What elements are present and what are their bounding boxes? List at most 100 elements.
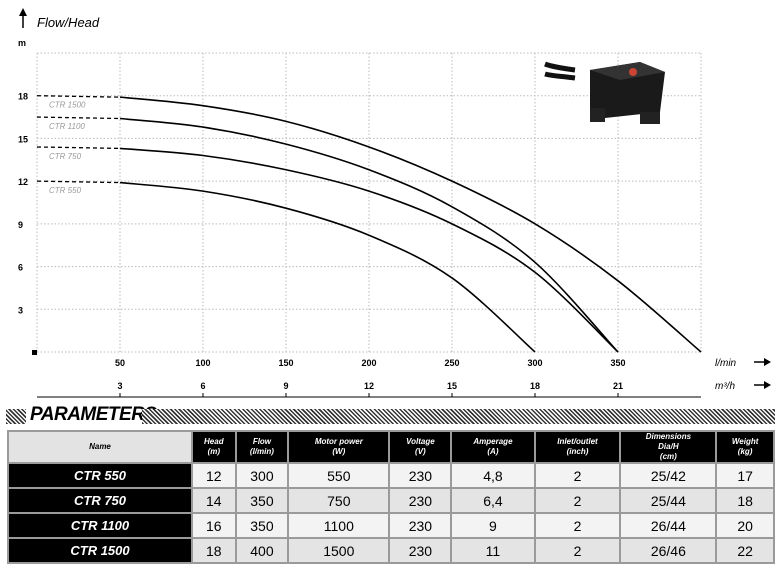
column-header-text: (m): [207, 447, 221, 456]
x2-tick-label: 21: [613, 381, 623, 391]
pump-image-foot: [640, 112, 660, 124]
table-cell: 350: [234, 487, 290, 514]
series-curve-dashed: [36, 146, 121, 150]
series-label: CTR 1500: [49, 101, 86, 110]
column-header: Inlet/outlet (inch): [533, 430, 622, 464]
model-name-cell: CTR 550: [7, 462, 193, 489]
x-tick-label: 300: [527, 358, 542, 368]
column-header-text: (cm): [659, 452, 677, 461]
column-header-text: Name: [89, 442, 111, 451]
parameters-table: Name Head (m) Flow (l/min) Motor power (W) Volt…: [7, 430, 775, 564]
table-cell: 20: [715, 512, 775, 539]
table-row: CTR 1100 16 350 1100 230 9 2 26/44 20: [7, 512, 775, 539]
table-cell: 230: [388, 487, 453, 514]
model-name-cell: CTR 750: [7, 487, 193, 514]
column-header: Flow (l/min): [234, 430, 290, 464]
table-cell: 12: [191, 462, 237, 489]
table-cell: 2: [533, 487, 622, 514]
table-cell: 18: [715, 487, 775, 514]
column-header-text: (l/min): [249, 447, 274, 456]
column-header-text: Dia/H: [658, 442, 679, 451]
table-cell: 25/44: [619, 487, 718, 514]
series-curve-dashed: [36, 95, 121, 98]
column-header: Voltage (V): [388, 430, 453, 464]
table-cell: 14: [191, 487, 237, 514]
hatch-decoration: [142, 409, 775, 424]
table-cell: 9: [450, 512, 536, 539]
series-label: CTR 1100: [49, 122, 85, 131]
table-cell: 16: [191, 512, 237, 539]
column-header-text: (A): [487, 447, 499, 456]
table-cell: 750: [287, 487, 391, 514]
column-header-text: Dimensions: [645, 432, 692, 441]
x2-tick-label: 18: [530, 381, 540, 391]
table-cell: 2: [533, 537, 622, 564]
table-cell: 6,4: [450, 487, 536, 514]
x2-axis-label: m³/h: [715, 381, 735, 392]
y-tick-label: 6: [18, 263, 23, 273]
table-row: CTR 550 12 300 550 230 4,8 2 25/42 17: [7, 462, 775, 489]
x2-tick-label: 12: [364, 381, 374, 391]
series-curve: [119, 181, 536, 353]
series-label: CTR 550: [49, 186, 82, 195]
y-tick-label: 9: [18, 220, 23, 230]
y-axis-arrow-icon: [19, 8, 27, 16]
x-tick-label: 100: [195, 358, 210, 368]
y-tick-label: 12: [18, 177, 28, 187]
table-row: CTR 750 14 350 750 230 6,4 2 25/44 18: [7, 487, 775, 514]
x-tick-label: 250: [444, 358, 459, 368]
table-cell: 11: [450, 537, 536, 564]
column-header-text: Inlet/outlet: [557, 437, 598, 446]
x-tick-label: 200: [361, 358, 376, 368]
column-header: Name: [7, 430, 193, 464]
column-header: Weight (kg): [715, 430, 775, 464]
parameters-header: PARAMETERS: [0, 404, 781, 430]
chart-title: Flow/Head: [37, 15, 100, 30]
column-header: Amperage (A): [450, 430, 536, 464]
x-axis-label: l/min: [715, 358, 737, 369]
hatch-decoration: [6, 409, 26, 424]
column-header: Head (m): [191, 430, 237, 464]
table-cell: 17: [715, 462, 775, 489]
y-tick-label: 15: [18, 134, 28, 144]
column-header-text: Head: [204, 437, 224, 446]
x-tick-label: 50: [115, 358, 125, 368]
pump-indicator-light: [629, 68, 637, 76]
table-cell: 350: [234, 512, 290, 539]
column-header-text: Amperage: [473, 437, 513, 446]
table-cell: 400: [234, 537, 290, 564]
y-tick-label: 18: [18, 92, 28, 102]
table-cell: 2: [533, 512, 622, 539]
table-cell: 1100: [287, 512, 391, 539]
column-header-text: Flow: [252, 437, 272, 446]
x2-tick-label: 15: [447, 381, 457, 391]
series-label: CTR 750: [49, 152, 82, 161]
y-axis-label: m: [18, 38, 26, 48]
column-header-text: (V): [415, 447, 426, 456]
table-row: CTR 1500 18 400 1500 230 11 2 26/46 22: [7, 537, 775, 564]
arrow-right-icon: [764, 381, 771, 389]
x-tick-label: 150: [278, 358, 293, 368]
table-cell: 22: [715, 537, 775, 564]
table-cell: 550: [287, 462, 391, 489]
x2-tick-label: 9: [283, 381, 288, 391]
model-name-cell: CTR 1500: [7, 537, 193, 564]
column-header: Motor power (W): [287, 430, 391, 464]
table-cell: 26/44: [619, 512, 718, 539]
pump-image-foot: [590, 108, 605, 122]
column-header: Dimensions Dia/H (cm): [619, 430, 718, 464]
table-cell: 230: [388, 537, 453, 564]
series-curve: [119, 147, 619, 353]
table-header-row: Name Head (m) Flow (l/min) Motor power (W) Volt…: [7, 430, 775, 464]
table-cell: 2: [533, 462, 622, 489]
column-header-text: Motor power: [314, 437, 363, 446]
table-cell: 26/46: [619, 537, 718, 564]
table-cell: 4,8: [450, 462, 536, 489]
pump-cable: [544, 61, 576, 81]
series-curve-dashed: [36, 116, 121, 120]
parameters-title: PARAMETERS: [30, 404, 157, 425]
flow-head-chart: Flow/Head m 3 6 9 12 15 18 50 100 150 200 250 300 350 3…: [18, 8, 771, 398]
column-header-text: (kg): [737, 447, 753, 456]
origin-marker: [32, 350, 37, 355]
column-header-text: (inch): [566, 447, 589, 456]
